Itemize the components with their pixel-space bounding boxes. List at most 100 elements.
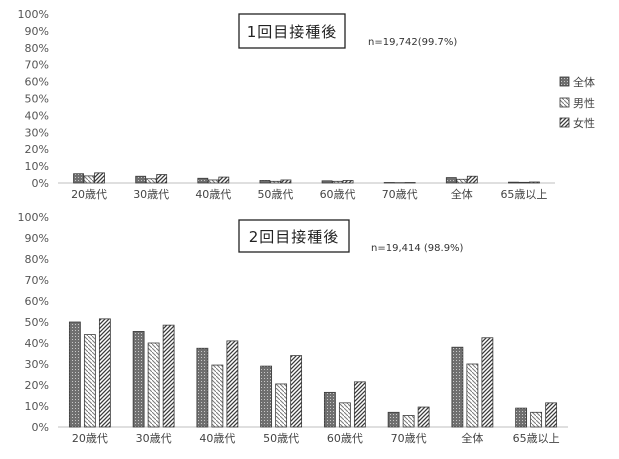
bar-josei bbox=[280, 179, 292, 184]
bar-zentai bbox=[196, 347, 209, 428]
bar-dansei bbox=[456, 178, 468, 184]
bar-dansei bbox=[338, 402, 351, 428]
plot1-ytick-label: 60% bbox=[25, 76, 49, 89]
bar-dansei bbox=[83, 175, 95, 184]
plot-1: 0% 10% 20% 30% 40% 50% 60% 70% 80% 90% 100% 20歳代 30歳… bbox=[18, 8, 555, 201]
plot1-ytick-label: 0% bbox=[32, 177, 49, 190]
bar-zentai bbox=[259, 180, 271, 184]
plot1-category-label: 全体 bbox=[451, 187, 473, 201]
plot2-ytick-label: 50% bbox=[25, 316, 49, 329]
bar-josei bbox=[226, 340, 239, 428]
plot2-ytick-label: 10% bbox=[25, 400, 49, 413]
bar-dansei bbox=[466, 363, 479, 428]
plot1-category-label: 65歳以上 bbox=[500, 188, 547, 201]
plot1-ytick-label: 20% bbox=[25, 143, 49, 156]
bar-josei bbox=[156, 174, 168, 184]
bar-dansei bbox=[145, 178, 157, 184]
bar-zentai bbox=[515, 407, 528, 428]
bar-josei bbox=[353, 381, 366, 428]
bar-josei bbox=[94, 172, 105, 184]
bar-zentai bbox=[260, 365, 273, 428]
bar-josei bbox=[404, 182, 416, 184]
plot2-category-label: 50歳代 bbox=[263, 432, 299, 445]
plot1-category-label: 60歳代 bbox=[320, 188, 356, 201]
plot2-ytick-label: 30% bbox=[25, 358, 49, 371]
bar-dansei bbox=[270, 180, 281, 184]
bar-dansei bbox=[332, 180, 343, 184]
plot2-category-label: 40歳代 bbox=[199, 432, 235, 445]
bar-dansei bbox=[211, 364, 224, 428]
plot2-category-label: 30歳代 bbox=[136, 432, 172, 445]
plot1-ytick-label: 40% bbox=[25, 109, 49, 122]
plot1-ytick-label: 10% bbox=[25, 160, 49, 173]
legend-label-zentai: 全体 bbox=[573, 75, 595, 89]
plot1-ytick-label: 50% bbox=[25, 93, 49, 106]
bar-josei bbox=[466, 175, 478, 184]
bar-zentai bbox=[323, 391, 336, 428]
bar-dansei bbox=[402, 415, 415, 428]
bar-josei bbox=[545, 402, 558, 428]
chart1-annotation: n=19,742(99.7%) bbox=[368, 37, 457, 48]
chart2-annotation: n=19,414 (98.9%) bbox=[371, 243, 464, 254]
plot2-category-label: 60歳代 bbox=[327, 432, 363, 445]
chart1-title: 1回目接種後 bbox=[247, 23, 338, 41]
plot1-ytick-label: 80% bbox=[25, 42, 49, 55]
legend: 全体 男性 女性 bbox=[559, 75, 595, 130]
legend-label-josei: 女性 bbox=[573, 116, 595, 130]
bar-josei bbox=[290, 355, 303, 428]
bar-zentai bbox=[68, 321, 81, 428]
bar-zentai bbox=[132, 331, 145, 428]
chart2-title: 2回目接種後 bbox=[249, 228, 340, 246]
bar-zentai bbox=[445, 177, 457, 184]
plot2-ytick-label: 0% bbox=[32, 421, 49, 434]
chart2-title-box: 2回目接種後 bbox=[238, 219, 350, 253]
bar-zentai bbox=[387, 411, 400, 428]
bar-josei bbox=[529, 181, 540, 184]
bar-josei bbox=[417, 406, 430, 428]
bar-zentai bbox=[508, 181, 519, 184]
plot2-category-label: 65歳以上 bbox=[513, 432, 560, 445]
plot2-ytick-label: 20% bbox=[25, 379, 49, 392]
legend-swatch-dansei bbox=[559, 97, 570, 108]
bar-josei bbox=[98, 318, 111, 428]
plot1-ytick-label: 30% bbox=[25, 126, 49, 139]
bar-zentai bbox=[135, 175, 147, 184]
legend-swatch-zentai bbox=[559, 76, 570, 87]
plot1-category-label: 30歳代 bbox=[133, 188, 169, 201]
bar-dansei bbox=[518, 181, 530, 184]
plot1-category-label: 40歳代 bbox=[195, 188, 231, 201]
bar-dansei bbox=[83, 334, 96, 428]
plot2-ytick-label: 70% bbox=[25, 274, 49, 287]
plot1-category-label: 20歳代 bbox=[71, 188, 107, 201]
plot1-category-label: 50歳代 bbox=[257, 188, 293, 201]
legend-label-dansei: 男性 bbox=[573, 96, 595, 110]
plots: 0% 10% 20% 30% 40% 50% 60% 70% 80% 90% 100% 20歳代 30歳… bbox=[18, 8, 568, 445]
bar-zentai bbox=[321, 180, 333, 184]
plot2-category-label: 全体 bbox=[461, 431, 483, 445]
plot-2: 0% 10% 20% 30% 40% 50% 60% 70% 80% 90% 100% 20歳代 30歳… bbox=[18, 211, 568, 445]
plot1-category-label: 70歳代 bbox=[382, 188, 418, 201]
plot2-ytick-label: 80% bbox=[25, 253, 49, 266]
legend-swatch-josei bbox=[559, 117, 570, 128]
bar-josei bbox=[342, 180, 354, 184]
bar-zentai bbox=[383, 182, 395, 184]
plot2-ytick-label: 100% bbox=[18, 211, 49, 224]
bar-josei bbox=[481, 337, 494, 428]
bar-dansei bbox=[530, 411, 543, 428]
bar-josei bbox=[162, 324, 175, 428]
plot2-category-label: 70歳代 bbox=[391, 432, 427, 445]
bar-zentai bbox=[73, 173, 84, 184]
plot2-ytick-label: 60% bbox=[25, 295, 49, 308]
bar-dansei bbox=[207, 179, 219, 184]
plot2-category-label: 20歳代 bbox=[72, 432, 108, 445]
plot1-ytick-label: 100% bbox=[18, 8, 49, 21]
chart1-title-box: 1回目接種後 bbox=[238, 13, 346, 49]
bar-zentai bbox=[451, 346, 464, 428]
bar-josei bbox=[218, 176, 230, 184]
bar-zentai bbox=[197, 177, 209, 184]
plot2-ytick-label: 40% bbox=[25, 337, 49, 350]
plot2-ytick-label: 90% bbox=[25, 232, 49, 245]
plot1-ytick-label: 90% bbox=[25, 25, 49, 38]
bar-dansei bbox=[275, 383, 288, 428]
